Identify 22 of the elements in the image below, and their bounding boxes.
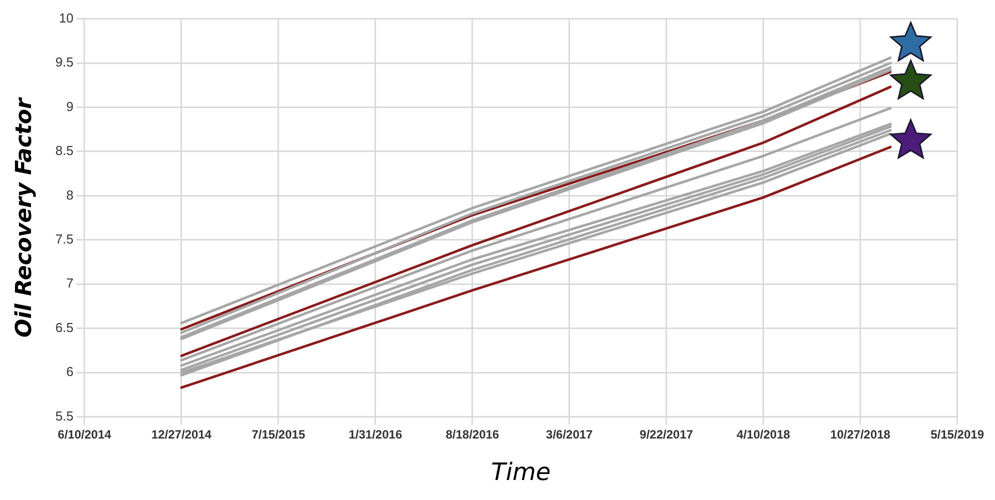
- y-tick-label: 8: [66, 187, 74, 202]
- x-tick-label: 9/22/2017: [640, 427, 694, 442]
- x-tick-label: 12/27/2014: [151, 427, 212, 442]
- x-tick-label: 5/15/2019: [930, 427, 984, 442]
- x-tick-label: 7/15/2015: [252, 427, 306, 442]
- y-axis-title: Oil Recovery Factor: [12, 96, 37, 338]
- x-tick-label: 4/10/2018: [736, 427, 790, 442]
- x-tick-label: 6/10/2014: [58, 427, 112, 442]
- y-tick-label: 9: [66, 98, 74, 114]
- x-tick-label: 3/6/2017: [546, 427, 594, 442]
- x-tick-label: 8/18/2016: [446, 427, 500, 442]
- x-tick-label: 1/31/2016: [348, 427, 402, 442]
- y-tick-label: 6: [66, 364, 74, 380]
- y-tick-label: 7.5: [55, 231, 74, 246]
- y-tick-label: 8.5: [55, 143, 74, 158]
- y-tick-label: 7: [66, 276, 74, 291]
- y-tick-label: 5.5: [55, 408, 74, 424]
- y-tick-label: 6.5: [55, 320, 74, 335]
- x-axis-title: Time: [491, 458, 551, 486]
- y-tick-label: 9.5: [55, 54, 74, 70]
- x-tick-label: 10/27/2018: [830, 427, 891, 442]
- y-tick-label: 10: [59, 10, 74, 26]
